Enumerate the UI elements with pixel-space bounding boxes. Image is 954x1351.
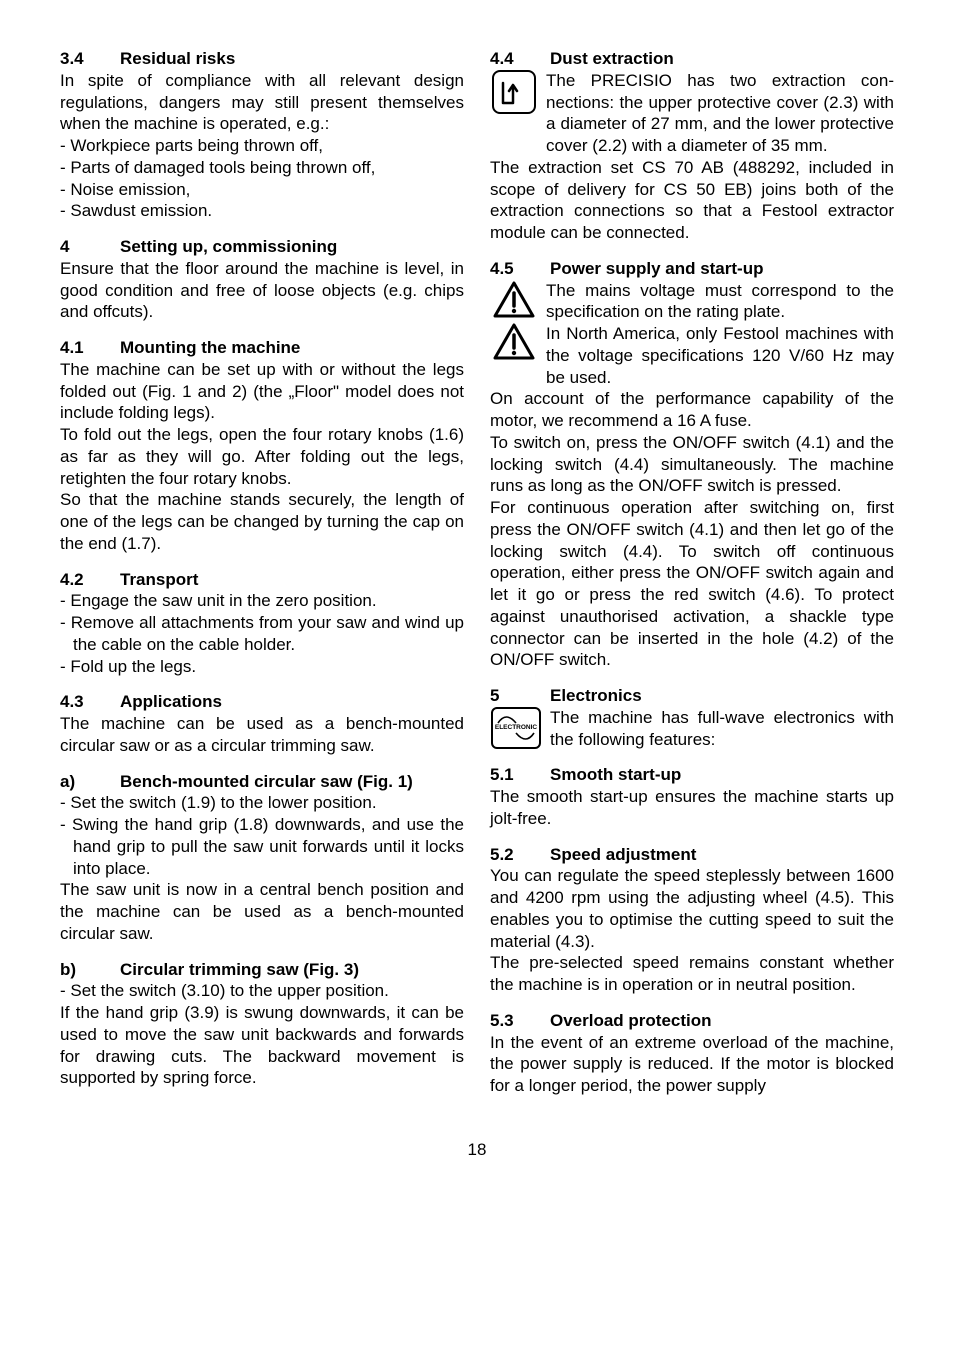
section-3-4: 3.4 Residual risks In spite of complianc… — [60, 48, 464, 222]
heading-4-4: 4.4 Dust extraction — [490, 48, 894, 70]
section-5-2: 5.2 Speed adjustment You can regulate th… — [490, 844, 894, 996]
heading-num: 3.4 — [60, 48, 120, 70]
heading-title: Residual risks — [120, 48, 235, 70]
heading-3-4: 3.4 Residual risks — [60, 48, 464, 70]
icon-column — [490, 280, 538, 362]
list-item: - Noise emission, — [60, 179, 464, 201]
warning-block: The mains voltage must correspond to the… — [490, 280, 894, 389]
section-5-3: 5.3 Overload protection In the event of … — [490, 1010, 894, 1097]
electronic-block: ELECTRONIC The machine has full-wave ele… — [490, 707, 894, 751]
body-text: The saw unit is now in a central bench p… — [60, 879, 464, 944]
list-item: - Workpiece parts being thrown off, — [60, 135, 464, 157]
list-item: - Fold up the legs. — [60, 656, 464, 678]
body-text: The extraction set CS 70 AB (488292, inc… — [490, 157, 894, 244]
section-4-2: 4.2 Transport - Engage the saw unit in t… — [60, 569, 464, 678]
heading-4-1: 4.1 Mounting the machine — [60, 337, 464, 359]
body-text: To switch on, press the ON/OFF switch (4… — [490, 432, 894, 497]
electronic-text: The machine has full-wave electronics wi… — [550, 707, 894, 751]
heading-num: 5 — [490, 685, 550, 707]
icon-text-block: The PRECISIO has two extraction con­nect… — [490, 70, 894, 157]
section-4-4: 4.4 Dust extraction The PRECISIO has two… — [490, 48, 894, 244]
body-text: Ensure that the floor around the machine… — [60, 258, 464, 323]
section-4-5: 4.5 Power supply and start-up — [490, 258, 894, 671]
heading-num: 4.3 — [60, 691, 120, 713]
list-4-2: - Engage the saw unit in the zero positi… — [60, 590, 464, 677]
heading-4-5: 4.5 Power supply and start-up — [490, 258, 894, 280]
heading-num: 5.1 — [490, 764, 550, 786]
heading-title: Overload protection — [550, 1010, 712, 1032]
section-5: 5 Electronics ELECTRONIC The machine has… — [490, 685, 894, 750]
warning-text: The mains voltage must correspond to the… — [546, 280, 894, 389]
warning-icon — [492, 280, 536, 320]
heading-5: 5 Electronics — [490, 685, 894, 707]
heading-title: Dust extraction — [550, 48, 674, 70]
section-b: b) Circular trimming saw (Fig. 3) - Set … — [60, 959, 464, 1090]
intro-text: In spite of compliance with all relevant… — [60, 70, 464, 135]
body-text: If the hand grip (3.9) is swung downward… — [60, 1002, 464, 1089]
heading-num: 5.2 — [490, 844, 550, 866]
section-4-3: 4.3 Applications The machine can be used… — [60, 691, 464, 756]
list-item: - Remove all attachments from your saw a… — [60, 612, 464, 656]
heading-num: 4 — [60, 236, 120, 258]
heading-title: Smooth start-up — [550, 764, 681, 786]
body-text: The pre-selected speed remains constant … — [490, 952, 894, 996]
heading-num: a) — [60, 771, 120, 793]
heading-title: Electronics — [550, 685, 642, 707]
body-text: On account of the performance capability… — [490, 388, 894, 432]
section-5-1: 5.1 Smooth start-up The smooth start-up … — [490, 764, 894, 829]
heading-num: 4.5 — [490, 258, 550, 280]
warning-icon — [492, 322, 536, 362]
list-item: - Parts of damaged tools being thrown of… — [60, 157, 464, 179]
body-text: The machine can be set up with or withou… — [60, 359, 464, 424]
heading-a: a) Bench-mounted circular saw (Fig. 1) — [60, 771, 464, 793]
left-column: 3.4 Residual risks In spite of complianc… — [60, 48, 464, 1111]
list-item: - Set the switch (3.10) to the upper pos… — [60, 980, 464, 1002]
heading-4: 4 Setting up, commissioning — [60, 236, 464, 258]
heading-num: 4.2 — [60, 569, 120, 591]
heading-b: b) Circular trimming saw (Fig. 3) — [60, 959, 464, 981]
body-text: The machine can be used as a bench-mount… — [60, 713, 464, 757]
body-text: You can regulate the speed steplessly be… — [490, 865, 894, 952]
icon-column — [490, 70, 538, 114]
heading-title: Mounting the machine — [120, 337, 300, 359]
heading-4-3: 4.3 Applications — [60, 691, 464, 713]
list-item: - Engage the saw unit in the zero positi… — [60, 590, 464, 612]
section-4-1: 4.1 Mounting the machine The machine can… — [60, 337, 464, 555]
body-text: For continuous operation after switching… — [490, 497, 894, 671]
list-3-4: - Workpiece parts being thrown off, - Pa… — [60, 135, 464, 222]
page-columns: 3.4 Residual risks In spite of complianc… — [60, 48, 894, 1111]
icon-text: The PRECISIO has two extraction con­nect… — [546, 70, 894, 157]
heading-title: Applications — [120, 691, 222, 713]
body-text: The smooth start-up ensures the machine … — [490, 786, 894, 830]
body-text: In the event of an extreme overload of t… — [490, 1032, 894, 1097]
heading-num: b) — [60, 959, 120, 981]
heading-num: 5.3 — [490, 1010, 550, 1032]
electronic-icon: ELECTRONIC — [491, 707, 541, 749]
heading-5-1: 5.1 Smooth start-up — [490, 764, 894, 786]
heading-num: 4.1 — [60, 337, 120, 359]
right-column: 4.4 Dust extraction The PRECISIO has two… — [490, 48, 894, 1111]
section-a: a) Bench-mounted circular saw (Fig. 1) -… — [60, 771, 464, 945]
page-number: 18 — [60, 1139, 894, 1161]
list-item: - Sawdust emission. — [60, 200, 464, 222]
heading-title: Speed adjustment — [550, 844, 696, 866]
heading-num: 4.4 — [490, 48, 550, 70]
body-text: So that the machine stands securely, the… — [60, 489, 464, 554]
heading-title: Bench-mounted circular saw (Fig. 1) — [120, 771, 413, 793]
icon-column: ELECTRONIC — [490, 707, 542, 749]
heading-4-2: 4.2 Transport — [60, 569, 464, 591]
heading-title: Power supply and start-up — [550, 258, 763, 280]
heading-5-2: 5.2 Speed adjustment — [490, 844, 894, 866]
list-a: - Set the switch (1.9) to the lower posi… — [60, 792, 464, 879]
list-item: - Swing the hand grip (1.8) downwards, a… — [60, 814, 464, 879]
section-4: 4 Setting up, commissioning Ensure that … — [60, 236, 464, 323]
heading-title: Circular trimming saw (Fig. 3) — [120, 959, 359, 981]
list-item: - Set the switch (1.9) to the lower posi… — [60, 792, 464, 814]
list-b: - Set the switch (3.10) to the upper pos… — [60, 980, 464, 1002]
heading-5-3: 5.3 Overload protection — [490, 1010, 894, 1032]
heading-title: Setting up, commissioning — [120, 236, 337, 258]
body-text: To fold out the legs, open the four rota… — [60, 424, 464, 489]
extraction-icon — [492, 70, 536, 114]
heading-title: Transport — [120, 569, 198, 591]
